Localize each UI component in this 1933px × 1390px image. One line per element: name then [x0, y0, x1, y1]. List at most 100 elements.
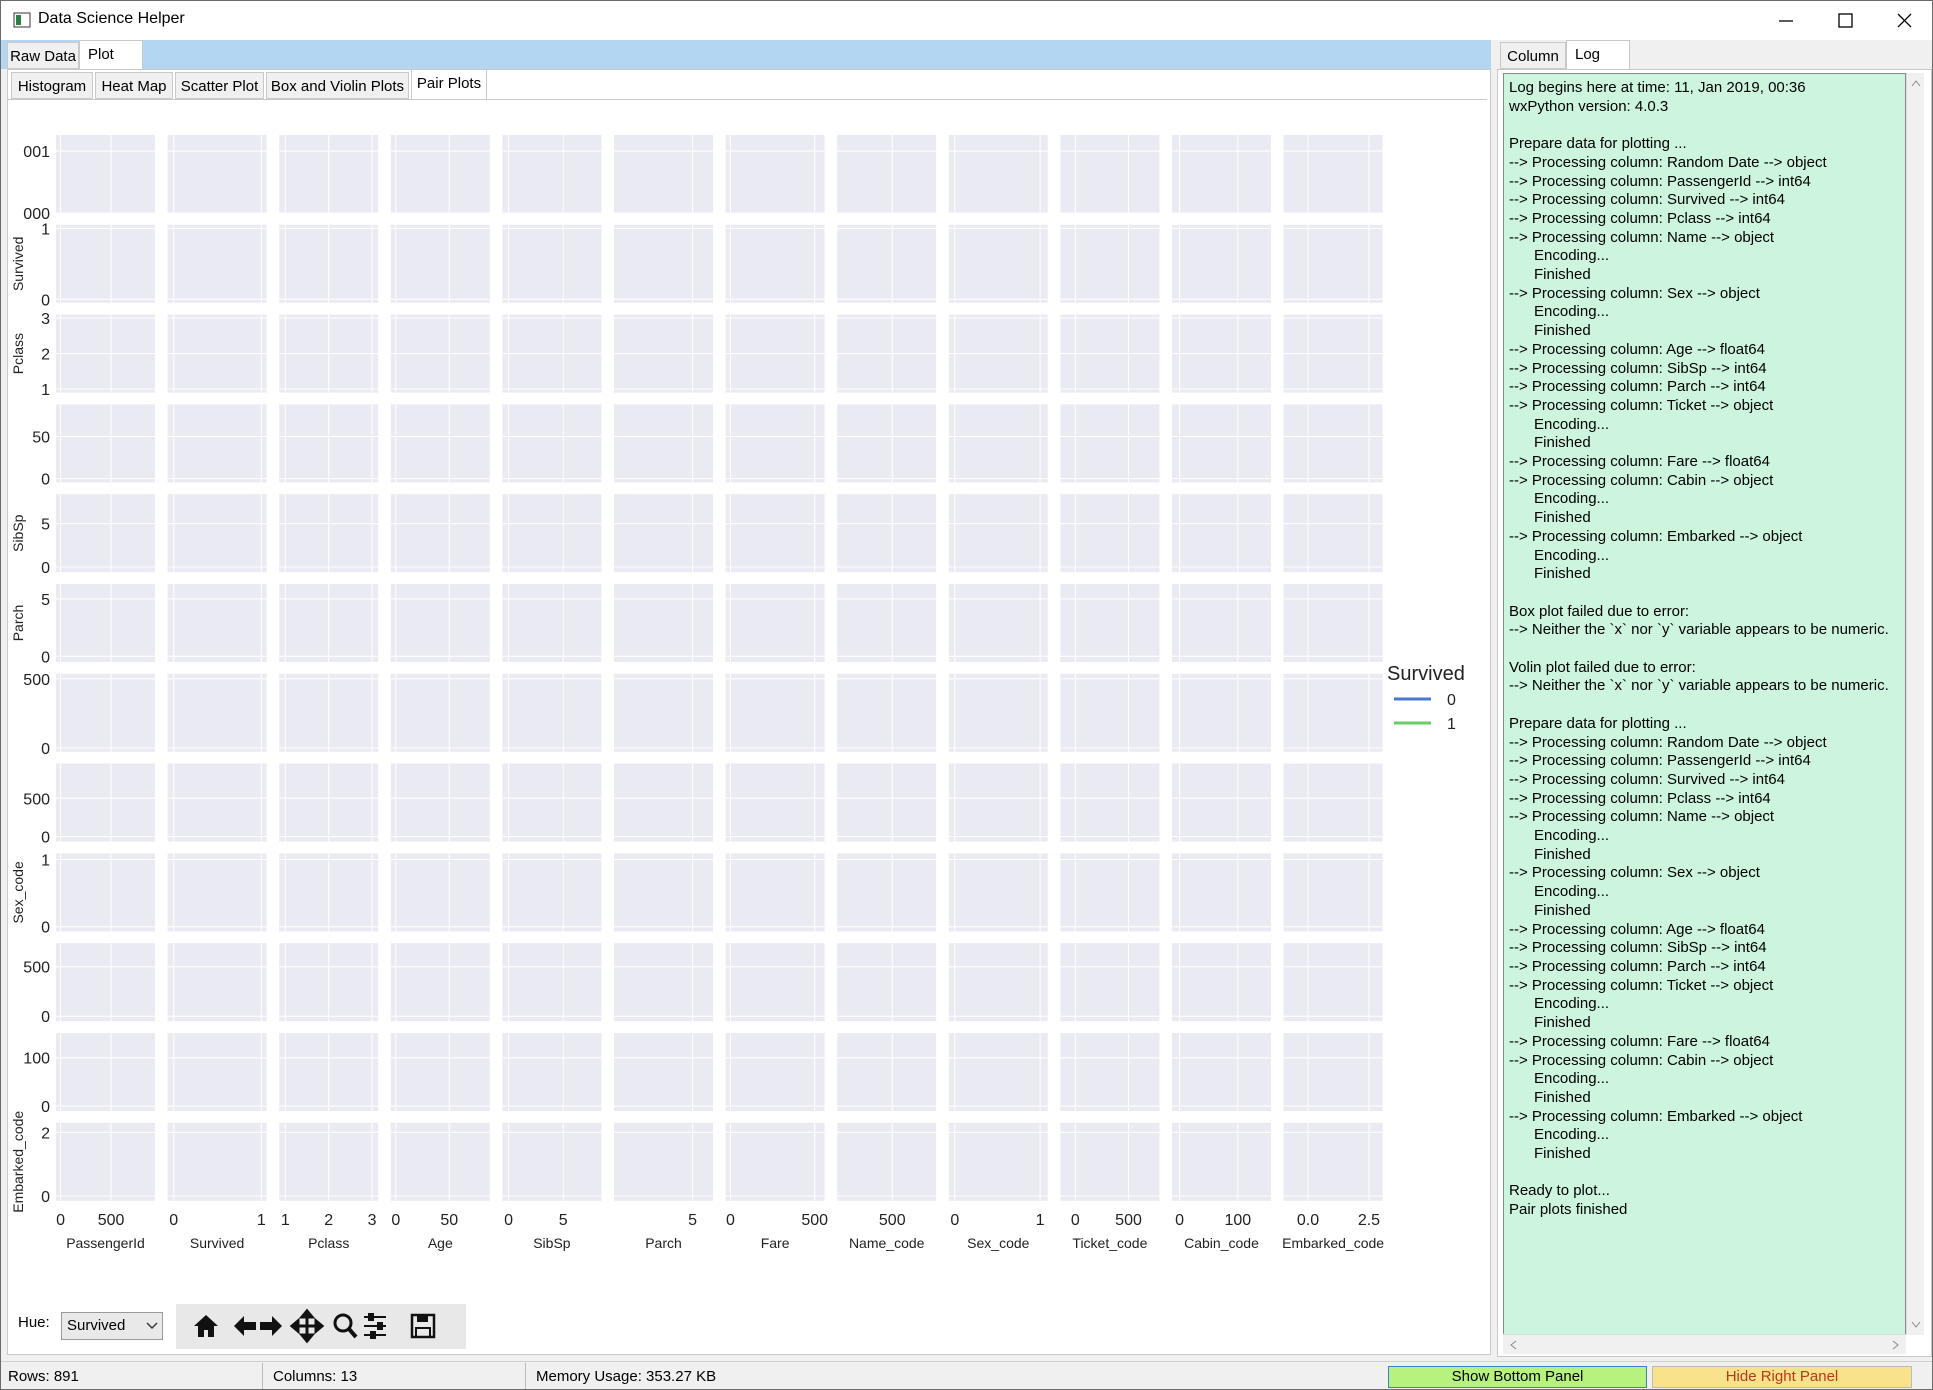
subplot-panel	[725, 494, 825, 573]
x-axis-label: Pclass	[308, 1235, 349, 1251]
log-block: Box plot failed due to error: --> Neither…	[1509, 603, 1905, 640]
subtab-selected[interactable]: Pair Plots	[411, 69, 487, 100]
title-bar: Data Science Helper	[1, 1, 1933, 40]
subtab[interactable]: Heat Map	[95, 72, 173, 99]
subplot-panel	[1283, 673, 1383, 752]
log-line: Finished	[1509, 1014, 1591, 1032]
legend-label: 1	[1447, 716, 1456, 733]
subplot-panel	[390, 404, 490, 483]
subplot-panel	[1060, 404, 1160, 483]
log-line: Log begins here at time: 11, Jan 2019, 0…	[1509, 79, 1806, 96]
home-button[interactable]	[194, 1315, 218, 1337]
subplot-panel	[837, 763, 937, 842]
horizontal-scrollbar[interactable]	[1503, 1334, 1906, 1354]
subtab[interactable]: Box and Violin Plots	[266, 72, 409, 99]
back-button[interactable]	[234, 1316, 256, 1336]
y-axis-label: Sex_code	[10, 861, 26, 923]
x-tick-label: 100	[1224, 1212, 1251, 1229]
subplot-panel	[1172, 943, 1271, 1022]
scroll-right[interactable]	[1892, 1340, 1900, 1350]
tab-plot[interactable]: Plot	[79, 40, 143, 70]
subplot-panel	[614, 853, 713, 932]
subplot-panel	[1172, 584, 1271, 662]
hide-right-panel-button[interactable]: Hide Right Panel	[1652, 1366, 1912, 1388]
tab-log[interactable]: Log	[1566, 40, 1630, 70]
subplot-panel	[948, 1122, 1048, 1201]
log-line: --> Processing column: Embarked --> obje…	[1509, 1107, 1803, 1125]
subplot-panel	[390, 584, 490, 662]
tab-column[interactable]: Column	[1500, 42, 1566, 69]
scroll-left[interactable]	[1509, 1340, 1517, 1350]
log-line: --> Processing column: Name --> object	[1509, 808, 1775, 826]
subtab[interactable]: Scatter Plot	[175, 72, 264, 99]
log-text: Log begins here at time: 11, Jan 2019, 0…	[1503, 73, 1906, 1335]
y-tick-label: 0	[41, 292, 50, 309]
show-bottom-panel-button[interactable]: Show Bottom Panel	[1388, 1366, 1647, 1388]
toolbar	[176, 1304, 466, 1349]
x-tick-label: 0	[1071, 1212, 1080, 1229]
subplot-panel	[390, 1122, 490, 1201]
hue-select[interactable]: Survived	[61, 1312, 163, 1340]
subplot-panel	[502, 1033, 602, 1111]
log-line: Finished	[1509, 434, 1591, 452]
x-axis-label: Parch	[645, 1235, 682, 1251]
save-button[interactable]	[410, 1313, 436, 1339]
subplot-panel	[1060, 1033, 1160, 1111]
subtab[interactable]: Histogram	[11, 72, 93, 99]
window-controls[interactable]	[1761, 1, 1933, 40]
log-line: --> Processing column: PassengerId --> i…	[1509, 172, 1811, 190]
forward-button[interactable]	[260, 1316, 282, 1336]
x-tick-label: 500	[98, 1212, 125, 1229]
subplot-panel	[167, 494, 267, 573]
y-tick-label: 100	[23, 1051, 50, 1068]
log-line: --> Neither the `x` nor `y` variable app…	[1509, 677, 1889, 695]
log-block: Volin plot failed due to error: --> Neith…	[1509, 659, 1905, 696]
hue-value: Survived	[67, 1317, 126, 1334]
subplot-panel	[56, 1033, 155, 1111]
subplot-panel	[1172, 763, 1271, 842]
subplot-panel	[725, 853, 825, 932]
log-line: Encoding...	[1509, 546, 1610, 564]
subplot-panel	[948, 1033, 1048, 1111]
subplot-panel	[948, 943, 1048, 1022]
window-title: Data Science Helper	[38, 10, 185, 27]
subplot-panel	[837, 494, 937, 573]
y-axis-label: Embarked_code	[10, 1111, 26, 1213]
x-tick-label: 0	[56, 1212, 65, 1229]
vertical-scrollbar[interactable]	[1906, 73, 1924, 1335]
subplot-panel	[56, 494, 155, 573]
x-axis-label: Survived	[190, 1235, 244, 1251]
subplot-panel	[948, 763, 1048, 842]
configure-button[interactable]	[364, 1313, 386, 1339]
subplot-panel	[614, 494, 713, 573]
tab-strip	[1, 40, 1491, 69]
log-block: Prepare data for plotting ... --> Process…	[1509, 715, 1905, 1164]
y-tick-label: 500	[23, 672, 50, 689]
subplot-panel	[1060, 763, 1160, 842]
pan-button[interactable]	[289, 1308, 325, 1344]
scroll-down[interactable]	[1911, 1321, 1921, 1329]
zoom-button[interactable]	[333, 1313, 358, 1339]
log-line: Encoding...	[1509, 415, 1610, 433]
y-axis-label: Pclass	[10, 333, 26, 374]
y-tick-label: 0	[41, 472, 50, 489]
scroll-up[interactable]	[1911, 79, 1921, 87]
subplot-panel	[502, 135, 602, 213]
subplot-panel	[837, 135, 937, 213]
subplot-panel	[56, 853, 155, 932]
log-line: Encoding...	[1509, 490, 1610, 508]
log-line: Finished	[1509, 322, 1591, 340]
log-line: Encoding...	[1509, 883, 1610, 901]
log-line: Finished	[1509, 845, 1591, 863]
log-line: Encoding...	[1509, 247, 1610, 265]
dropdown-arrow	[146, 1322, 158, 1329]
subplot-panel	[948, 404, 1048, 483]
log-line: --> Processing column: SibSp --> int64	[1509, 359, 1767, 377]
subplot-panel	[837, 584, 937, 662]
subplot-panel	[837, 224, 937, 303]
y-tick-label: 5	[41, 592, 50, 609]
subplot-panel	[56, 673, 155, 752]
subplot-panel	[837, 1033, 937, 1111]
subplot-panel	[502, 224, 602, 303]
tab-raw-data[interactable]: Raw Data	[7, 42, 79, 69]
